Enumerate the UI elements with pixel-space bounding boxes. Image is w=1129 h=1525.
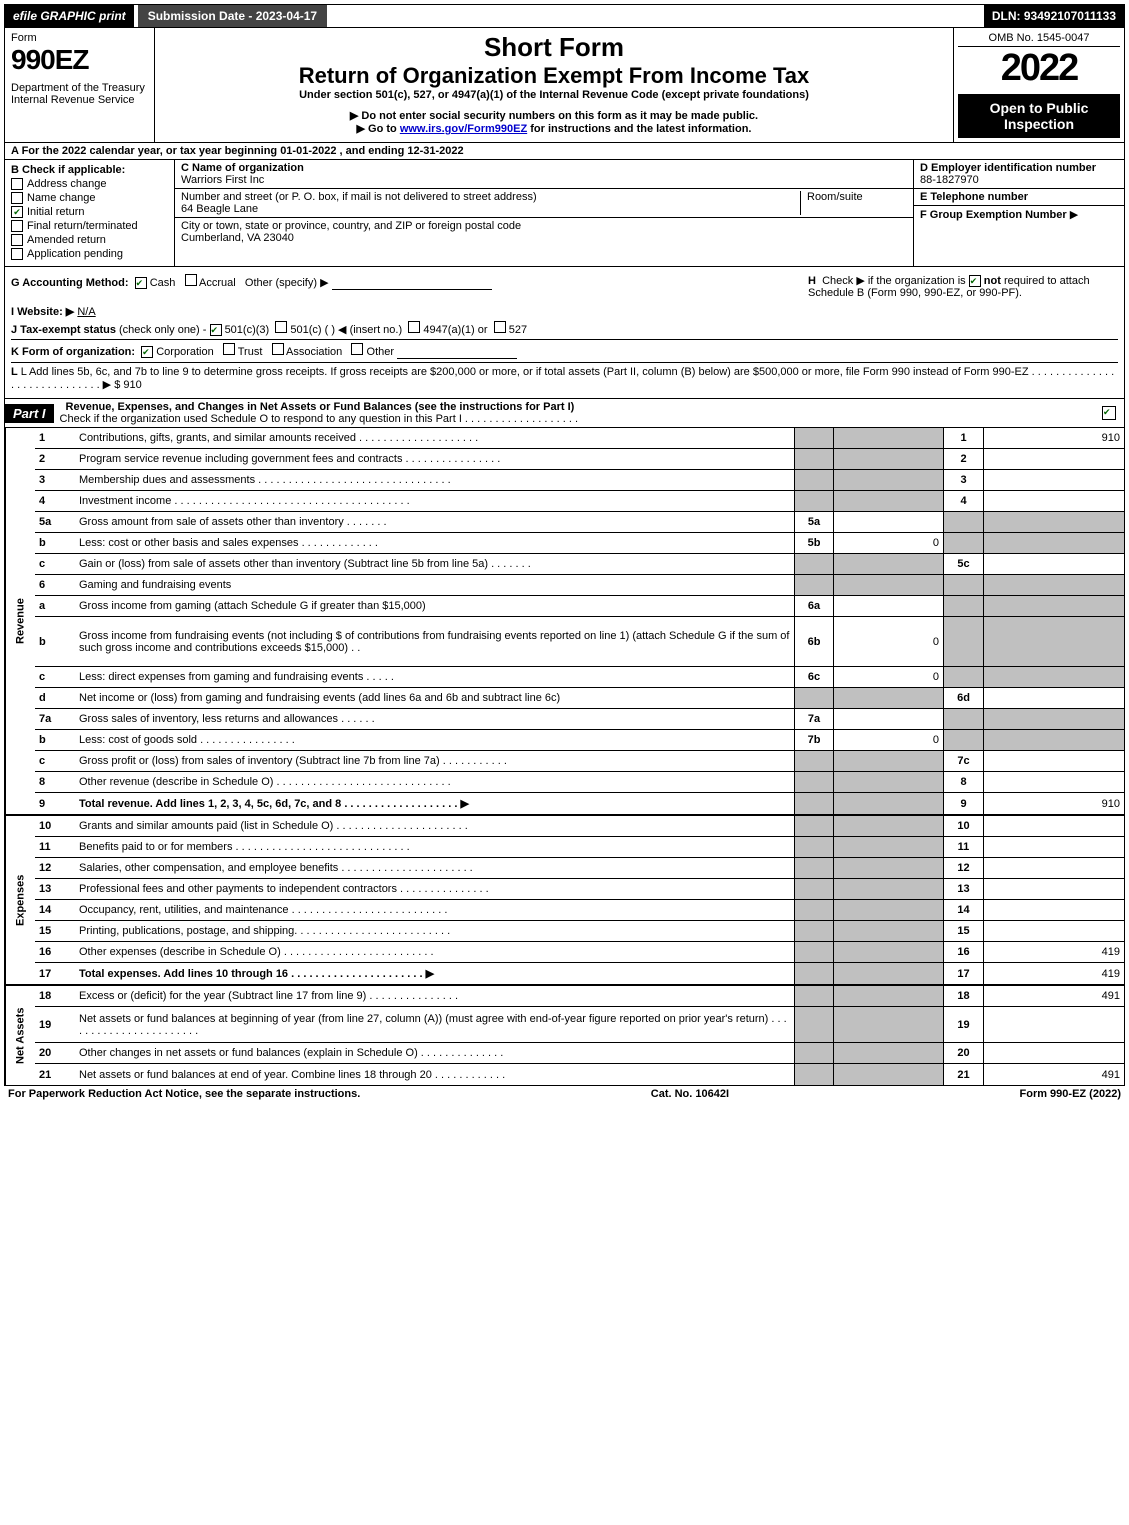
line-20: 20Other changes in net assets or fund ba…	[35, 1043, 1124, 1064]
g-accounting: G Accounting Method: Cash Accrual Other …	[11, 274, 492, 299]
line-13: 13Professional fees and other payments t…	[35, 879, 1124, 900]
line-21: 21Net assets or fund balances at end of …	[35, 1064, 1124, 1085]
footer-right: Form 990-EZ (2022)	[1020, 1088, 1121, 1100]
e-label: E Telephone number	[920, 191, 1118, 203]
side-expenses: Expenses	[5, 816, 35, 984]
header-center: Short Form Return of Organization Exempt…	[155, 28, 954, 142]
side-revenue: Revenue	[5, 428, 35, 814]
department: Department of the Treasury Internal Reve…	[11, 82, 148, 106]
i-website: I Website: ▶ N/A	[11, 305, 1118, 318]
footer-left: For Paperwork Reduction Act Notice, see …	[8, 1088, 360, 1100]
line-10: 10Grants and similar amounts paid (list …	[35, 816, 1124, 837]
part1-title: Revenue, Expenses, and Changes in Net As…	[60, 401, 575, 413]
section-g-to-l: G Accounting Method: Cash Accrual Other …	[4, 267, 1125, 399]
h-check: H Check ▶ if the organization is not req…	[808, 274, 1118, 299]
k-form-org: K Form of organization: Corporation Trus…	[11, 339, 1118, 359]
irs-link[interactable]: www.irs.gov/Form990EZ	[400, 123, 527, 135]
line-17: 17Total expenses. Add lines 10 through 1…	[35, 963, 1124, 984]
line-4: 4Investment income . . . . . . . . . . .…	[35, 491, 1124, 512]
line-6: 6Gaming and fundraising events	[35, 575, 1124, 596]
part1-table: Revenue 1Contributions, gifts, grants, a…	[4, 428, 1125, 1086]
form-header: Form 990EZ Department of the Treasury In…	[4, 28, 1125, 143]
check-name-change[interactable]: Name change	[11, 192, 168, 204]
return-title: Return of Organization Exempt From Incom…	[159, 63, 949, 89]
line-7c: cGross profit or (loss) from sales of in…	[35, 751, 1124, 772]
header-left: Form 990EZ Department of the Treasury In…	[5, 28, 155, 142]
city-value: Cumberland, VA 23040	[181, 232, 907, 244]
section-b-title: B Check if applicable:	[11, 164, 168, 176]
line-6c: cLess: direct expenses from gaming and f…	[35, 667, 1124, 688]
section-bcd: B Check if applicable: Address change Na…	[4, 160, 1125, 267]
dln: DLN: 93492107011133	[984, 5, 1124, 27]
ein-value: 88-1827970	[920, 174, 1118, 186]
d-label: D Employer identification number	[920, 162, 1118, 174]
check-application-pending[interactable]: Application pending	[11, 248, 168, 260]
city-label: City or town, state or province, country…	[181, 220, 907, 232]
tax-year: 2022	[958, 47, 1120, 90]
side-net-assets: Net Assets	[5, 986, 35, 1085]
open-to-public: Open to Public Inspection	[958, 94, 1120, 138]
check-address-change[interactable]: Address change	[11, 178, 168, 190]
part1-check-text: Check if the organization used Schedule …	[60, 413, 579, 425]
check-initial-return[interactable]: Initial return	[11, 206, 168, 218]
part1-label: Part I	[5, 404, 54, 423]
footer-mid: Cat. No. 10642I	[651, 1088, 729, 1100]
section-def: D Employer identification number 88-1827…	[914, 160, 1124, 266]
l-gross-receipts: L L Add lines 5b, 6c, and 7b to line 9 t…	[11, 362, 1118, 391]
line-3: 3Membership dues and assessments . . . .…	[35, 470, 1124, 491]
line-19: 19Net assets or fund balances at beginni…	[35, 1007, 1124, 1043]
line-14: 14Occupancy, rent, utilities, and mainte…	[35, 900, 1124, 921]
line-6d: dNet income or (loss) from gaming and fu…	[35, 688, 1124, 709]
row-a-calendar: A For the 2022 calendar year, or tax yea…	[4, 143, 1125, 160]
line-5c: cGain or (loss) from sale of assets othe…	[35, 554, 1124, 575]
room-suite-label: Room/suite	[800, 191, 907, 215]
line-16: 16Other expenses (describe in Schedule O…	[35, 942, 1124, 963]
form-number: 990EZ	[11, 44, 148, 76]
f-label: F Group Exemption Number	[920, 209, 1067, 221]
do-not-enter: ▶ Do not enter social security numbers o…	[159, 109, 949, 122]
org-name: Warriors First Inc	[181, 174, 907, 186]
line-18: 18Excess or (deficit) for the year (Subt…	[35, 986, 1124, 1007]
line-11: 11Benefits paid to or for members . . . …	[35, 837, 1124, 858]
part1-checkbox[interactable]	[1094, 404, 1124, 422]
submission-date: Submission Date - 2023-04-17	[138, 5, 327, 27]
line-12: 12Salaries, other compensation, and empl…	[35, 858, 1124, 879]
go-to-line: ▶ Go to www.irs.gov/Form990EZ for instru…	[159, 122, 949, 135]
top-bar: efile GRAPHIC print Submission Date - 20…	[4, 4, 1125, 28]
line-8: 8Other revenue (describe in Schedule O) …	[35, 772, 1124, 793]
line-9: 9Total revenue. Add lines 1, 2, 3, 4, 5c…	[35, 793, 1124, 814]
street-value: 64 Beagle Lane	[181, 203, 800, 215]
f-arrow: ▶	[1070, 209, 1078, 221]
part1-header: Part I Revenue, Expenses, and Changes in…	[4, 399, 1125, 428]
check-amended-return[interactable]: Amended return	[11, 234, 168, 246]
line-15: 15Printing, publications, postage, and s…	[35, 921, 1124, 942]
j-tax-exempt: J Tax-exempt status (check only one) - 5…	[11, 321, 1118, 336]
street-label: Number and street (or P. O. box, if mail…	[181, 191, 800, 203]
check-final-return[interactable]: Final return/terminated	[11, 220, 168, 232]
under-section: Under section 501(c), 527, or 4947(a)(1)…	[159, 89, 949, 101]
line-6a: aGross income from gaming (attach Schedu…	[35, 596, 1124, 617]
section-b: B Check if applicable: Address change Na…	[5, 160, 175, 266]
line-5b: bLess: cost or other basis and sales exp…	[35, 533, 1124, 554]
line-1: 1Contributions, gifts, grants, and simil…	[35, 428, 1124, 449]
line-5a: 5aGross amount from sale of assets other…	[35, 512, 1124, 533]
page-footer: For Paperwork Reduction Act Notice, see …	[4, 1086, 1125, 1102]
line-2: 2Program service revenue including gover…	[35, 449, 1124, 470]
section-c: C Name of organization Warriors First In…	[175, 160, 914, 266]
line-7a: 7aGross sales of inventory, less returns…	[35, 709, 1124, 730]
c-name-label: C Name of organization	[181, 162, 907, 174]
line-6b: bGross income from fundraising events (n…	[35, 617, 1124, 667]
omb-number: OMB No. 1545-0047	[958, 32, 1120, 47]
line-7b: bLess: cost of goods sold . . . . . . . …	[35, 730, 1124, 751]
form-word: Form	[11, 32, 148, 44]
header-right: OMB No. 1545-0047 2022 Open to Public In…	[954, 28, 1124, 142]
short-form-title: Short Form	[159, 32, 949, 63]
efile-print[interactable]: efile GRAPHIC print	[5, 5, 134, 27]
